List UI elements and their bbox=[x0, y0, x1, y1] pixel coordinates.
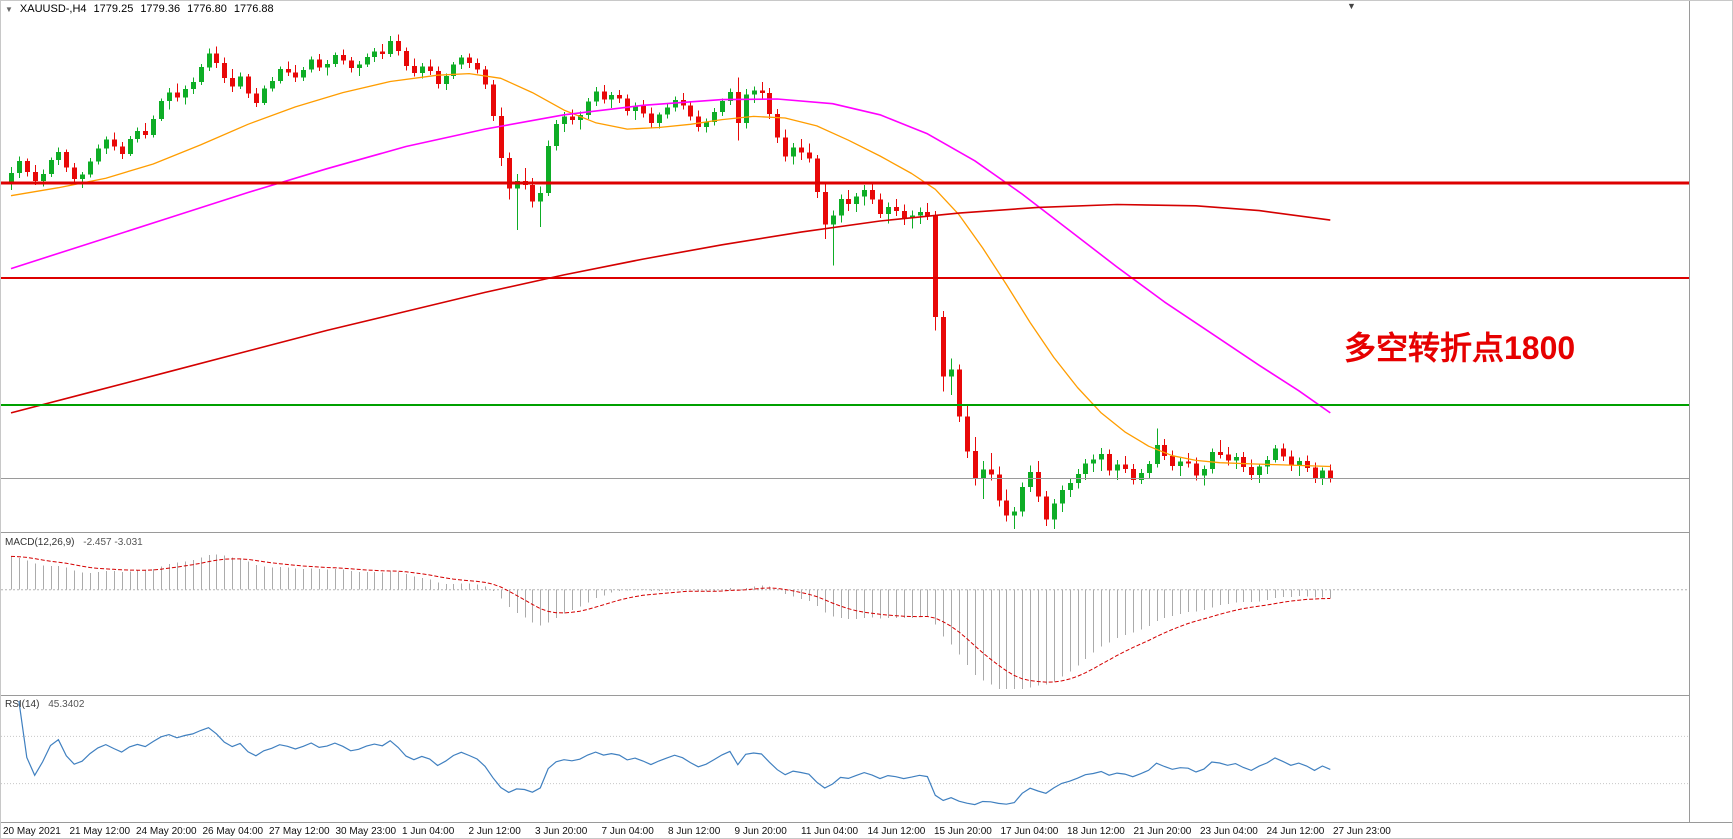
ohlc-low: 1776.80 bbox=[187, 3, 227, 15]
rsi-name: RSI(14) bbox=[5, 699, 40, 710]
candlesticks bbox=[9, 34, 1333, 530]
time-axis-label: 20 May 2021 bbox=[3, 826, 61, 837]
time-axis-label: 1 Jun 04:00 bbox=[402, 826, 455, 837]
time-axis-label: 21 May 12:00 bbox=[69, 826, 131, 837]
chart-header: ▼ XAUUSD-,H4 1779.25 1779.36 1776.80 177… bbox=[5, 3, 274, 15]
ohlc-close: 1776.88 bbox=[233, 3, 274, 15]
ohlc-high: 1779.36 bbox=[140, 3, 181, 15]
panel-separator[interactable] bbox=[1, 695, 1689, 696]
time-axis-label: 7 Jun 04:00 bbox=[601, 826, 654, 837]
time-axis-label: 14 Jun 12:00 bbox=[867, 826, 926, 837]
time-axis[interactable]: 20 May 2021 21 May 12:00 24 May 20:00 26 Ma… bbox=[1, 823, 1732, 838]
macd-histogram bbox=[11, 554, 1331, 689]
symbol-timeframe-label: XAUUSD-,H4 bbox=[19, 3, 87, 15]
macd-indicator-label: MACD(12,26,9) -2.457 -3.031 bbox=[5, 537, 143, 548]
time-axis-label: 9 Jun 20:00 bbox=[734, 826, 787, 837]
rsi-panel-plot[interactable] bbox=[1, 696, 1689, 822]
chart-shift-marker-icon[interactable]: ▼ bbox=[1347, 1, 1356, 11]
time-axis-label: 30 May 23:00 bbox=[335, 826, 397, 837]
rsi-value: 45.3402 bbox=[48, 699, 85, 710]
ma-slow-line bbox=[10, 203, 1331, 414]
macd-name: MACD(12,26,9) bbox=[5, 537, 75, 548]
macd-values: -2.457 -3.031 bbox=[83, 537, 143, 548]
time-axis-label: 8 Jun 12:00 bbox=[668, 826, 721, 837]
time-axis-separator bbox=[1, 822, 1732, 823]
panel-separator[interactable] bbox=[1, 532, 1689, 533]
time-axis-label: 23 Jun 04:00 bbox=[1200, 826, 1258, 837]
time-axis-label: 27 May 12:00 bbox=[269, 826, 330, 837]
time-axis-label: 18 Jun 12:00 bbox=[1067, 826, 1125, 837]
time-axis-label: 27 Jun 23:00 bbox=[1333, 826, 1391, 837]
rsi-indicator-label: RSI(14) 45.3402 bbox=[5, 699, 84, 710]
time-axis-label: 17 Jun 04:00 bbox=[1000, 826, 1059, 837]
time-axis-label: 24 Jun 12:00 bbox=[1266, 826, 1325, 837]
time-axis-label: 15 Jun 20:00 bbox=[934, 826, 992, 837]
time-axis-label: 24 May 20:00 bbox=[136, 826, 197, 837]
macd-signal-line bbox=[10, 555, 1331, 683]
rsi-line bbox=[18, 700, 1331, 806]
time-axis-label: 21 Jun 20:00 bbox=[1133, 826, 1192, 837]
macd-panel-plot[interactable] bbox=[1, 533, 1689, 695]
time-axis-label: 11 Jun 04:00 bbox=[801, 826, 859, 837]
time-axis-label: 26 May 04:00 bbox=[202, 826, 264, 837]
price-axis-separator bbox=[1689, 1, 1690, 822]
main-chart-plot[interactable] bbox=[1, 1, 1689, 532]
ma-fast-line bbox=[10, 72, 1331, 468]
annotation-text[interactable]: 多空转折点1800 bbox=[1344, 330, 1576, 366]
price-axis[interactable]: 1917.301907.101896.901886.601876.201866.… bbox=[1690, 1, 1732, 823]
chart-collapse-icon[interactable]: ▼ bbox=[5, 4, 13, 14]
ohlc-open: 1779.25 bbox=[93, 3, 134, 15]
time-axis-label: 3 Jun 20:00 bbox=[535, 826, 588, 837]
time-axis-label: 2 Jun 12:00 bbox=[468, 826, 521, 837]
ma-mid-line bbox=[10, 98, 1331, 414]
